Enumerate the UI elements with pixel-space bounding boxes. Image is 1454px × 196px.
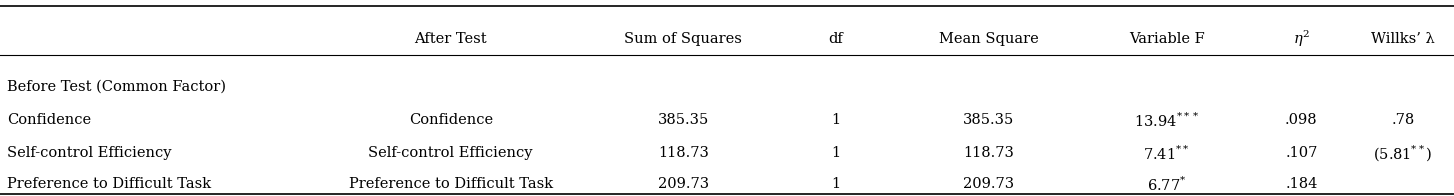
Text: 13.94$^{\mathregular{***}}$: 13.94$^{\mathregular{***}}$: [1134, 111, 1200, 129]
Text: 209.73: 209.73: [657, 177, 710, 191]
Text: Confidence: Confidence: [409, 113, 493, 127]
Text: (5.81$^{\mathregular{**}}$): (5.81$^{\mathregular{**}}$): [1374, 143, 1432, 163]
Text: 209.73: 209.73: [963, 177, 1015, 191]
Text: 385.35: 385.35: [963, 113, 1015, 127]
Text: Variable F: Variable F: [1128, 32, 1205, 46]
Text: 7.41$^{\mathregular{**}}$: 7.41$^{\mathregular{**}}$: [1143, 144, 1191, 162]
Text: Preference to Difficult Task: Preference to Difficult Task: [349, 177, 553, 191]
Text: 385.35: 385.35: [657, 113, 710, 127]
Text: Preference to Difficult Task: Preference to Difficult Task: [7, 177, 211, 191]
Text: Confidence: Confidence: [7, 113, 92, 127]
Text: Mean Square: Mean Square: [939, 32, 1038, 46]
Text: .098: .098: [1285, 113, 1317, 127]
Text: 1: 1: [832, 146, 840, 160]
Text: .184: .184: [1285, 177, 1317, 191]
Text: 1: 1: [832, 113, 840, 127]
Text: Willks’ λ: Willks’ λ: [1371, 32, 1435, 46]
Text: df: df: [829, 32, 843, 46]
Text: 118.73: 118.73: [964, 146, 1013, 160]
Text: .107: .107: [1285, 146, 1317, 160]
Text: Self-control Efficiency: Self-control Efficiency: [368, 146, 534, 160]
Text: 6.77$^{\mathregular{*}}$: 6.77$^{\mathregular{*}}$: [1147, 175, 1186, 193]
Text: $\eta^2$: $\eta^2$: [1293, 29, 1310, 49]
Text: 118.73: 118.73: [659, 146, 708, 160]
Text: Before Test (Common Factor): Before Test (Common Factor): [7, 79, 227, 93]
Text: After Test: After Test: [414, 32, 487, 46]
Text: Sum of Squares: Sum of Squares: [624, 32, 743, 46]
Text: .78: .78: [1391, 113, 1415, 127]
Text: Self-control Efficiency: Self-control Efficiency: [7, 146, 172, 160]
Text: 1: 1: [832, 177, 840, 191]
